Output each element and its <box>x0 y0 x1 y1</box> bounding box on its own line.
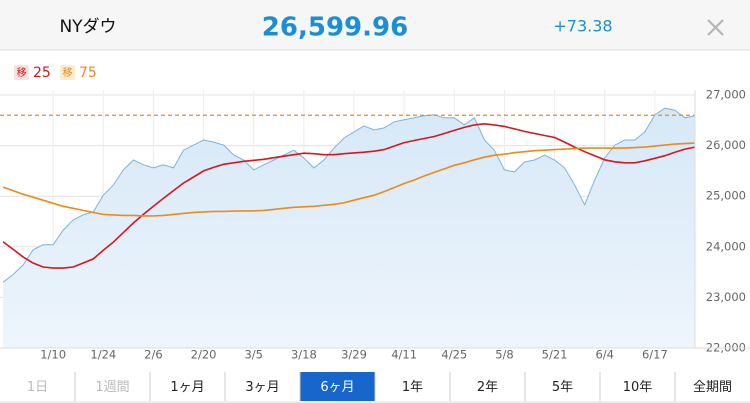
tab-selected-bg[interactable] <box>300 372 375 401</box>
change: +73.38 <box>553 17 612 36</box>
header-bg <box>0 0 750 50</box>
x-tick-label: 2/6 <box>144 348 163 362</box>
x-tick-label: 5/8 <box>495 348 514 362</box>
tab-label[interactable]: 2年 <box>477 380 498 395</box>
tab-label[interactable]: 全期間 <box>693 380 732 395</box>
moving-average-line <box>2 142 696 217</box>
moving-average-line <box>2 122 696 269</box>
x-tick-label: 3/5 <box>244 348 263 362</box>
legend-badge <box>60 65 75 80</box>
legend-badge-text: 移 <box>63 66 73 79</box>
tab-label[interactable]: 1ヶ月 <box>170 380 204 395</box>
x-tick-label: 3/29 <box>341 348 367 362</box>
price: 26,599.96 <box>262 13 408 43</box>
tab-label[interactable]: 6ヶ月 <box>320 380 354 395</box>
legend: 移 25 移 75 <box>14 65 97 81</box>
y-tick-label: 23,000 <box>706 290 746 304</box>
period-tabs: 1日 1週間 1ヶ月 3ヶ月 6ヶ月 1年 2年 5年 10年 全期間 <box>0 372 750 403</box>
tab-label: 1日 <box>27 380 48 395</box>
tab-label: 1週間 <box>95 380 129 395</box>
y-tick-label: 24,000 <box>706 239 746 253</box>
legend-label: 75 <box>79 65 97 81</box>
close-button[interactable] <box>707 19 724 36</box>
x-tick-label: 2/20 <box>191 348 217 362</box>
tab-label[interactable]: 3ヶ月 <box>245 380 279 395</box>
title: NYダウ <box>59 17 116 37</box>
x-tick-label: 5/21 <box>542 348 568 362</box>
x-tick-label: 1/24 <box>90 348 116 362</box>
legend-badge <box>14 65 29 80</box>
x-tick-label: 6/17 <box>642 348 668 362</box>
x-tick-label: 1/10 <box>40 348 66 362</box>
y-tick-label: 26,000 <box>706 138 746 152</box>
legend-badge-text: 移 <box>17 66 27 79</box>
tab-label[interactable]: 5年 <box>552 380 573 395</box>
x-tick-label: 4/11 <box>391 348 417 362</box>
tab-label[interactable]: 10年 <box>623 380 653 395</box>
x-tick-label: 4/25 <box>441 348 467 362</box>
y-tick-label: 27,000 <box>706 88 746 102</box>
x-tick-label: 3/18 <box>291 348 317 362</box>
close-icon[interactable] <box>707 19 724 36</box>
price-line <box>2 107 696 283</box>
plot: 22,00023,00024,00025,00026,00027,0001/10… <box>0 88 750 362</box>
x-tick-label: 6/4 <box>595 348 614 362</box>
tab-label[interactable]: 1年 <box>402 380 423 395</box>
area-fill <box>3 108 695 348</box>
legend-label: 25 <box>33 65 51 81</box>
y-tick-label: 25,000 <box>706 189 746 203</box>
